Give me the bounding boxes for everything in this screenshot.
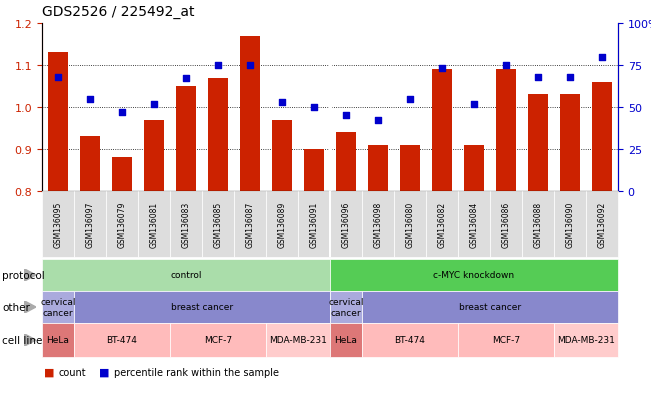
Text: ■: ■ bbox=[100, 367, 110, 377]
Bar bbox=[208, 78, 229, 192]
Bar bbox=[432, 70, 452, 192]
Bar bbox=[336, 133, 356, 192]
Text: MCF-7: MCF-7 bbox=[204, 336, 232, 345]
Bar bbox=[592, 83, 613, 192]
Bar bbox=[464, 145, 484, 192]
Point bbox=[277, 100, 287, 106]
Polygon shape bbox=[24, 301, 36, 313]
Point bbox=[501, 62, 511, 69]
Point bbox=[565, 74, 575, 81]
Point bbox=[597, 54, 607, 61]
Text: control: control bbox=[171, 271, 202, 280]
Bar bbox=[176, 87, 197, 192]
Point bbox=[117, 109, 127, 116]
Point bbox=[340, 113, 351, 119]
Point bbox=[149, 101, 159, 108]
Bar bbox=[400, 145, 421, 192]
Text: GSM136092: GSM136092 bbox=[598, 202, 607, 247]
Bar bbox=[368, 145, 389, 192]
Text: HeLa: HeLa bbox=[335, 336, 357, 345]
Bar bbox=[527, 95, 548, 192]
Text: breast cancer: breast cancer bbox=[459, 303, 521, 312]
Text: GSM136079: GSM136079 bbox=[117, 201, 126, 247]
Point bbox=[245, 62, 255, 69]
Text: BT-474: BT-474 bbox=[107, 336, 137, 345]
Point bbox=[373, 118, 383, 124]
Text: ■: ■ bbox=[44, 367, 55, 377]
Text: other: other bbox=[2, 302, 30, 312]
Polygon shape bbox=[24, 269, 36, 282]
Text: GSM136081: GSM136081 bbox=[150, 202, 158, 247]
Text: GSM136096: GSM136096 bbox=[342, 201, 350, 247]
Text: GSM136089: GSM136089 bbox=[277, 202, 286, 247]
Point bbox=[469, 101, 479, 108]
Text: breast cancer: breast cancer bbox=[171, 303, 233, 312]
Bar bbox=[495, 70, 516, 192]
Point bbox=[85, 96, 95, 103]
Text: GSM136091: GSM136091 bbox=[309, 202, 318, 247]
Text: GDS2526 / 225492_at: GDS2526 / 225492_at bbox=[42, 5, 195, 19]
Text: cervical
cancer: cervical cancer bbox=[40, 298, 76, 317]
Text: cell line: cell line bbox=[2, 335, 42, 345]
Point bbox=[181, 76, 191, 83]
Bar bbox=[111, 158, 132, 192]
Text: GSM136088: GSM136088 bbox=[534, 202, 542, 247]
Text: protocol: protocol bbox=[2, 271, 45, 280]
Text: GSM136095: GSM136095 bbox=[53, 201, 62, 247]
Text: GSM136097: GSM136097 bbox=[85, 201, 94, 247]
Point bbox=[213, 62, 223, 69]
Bar bbox=[560, 95, 581, 192]
Text: GSM136080: GSM136080 bbox=[406, 202, 415, 247]
Point bbox=[533, 74, 543, 81]
Text: GSM136082: GSM136082 bbox=[437, 202, 447, 247]
Text: MCF-7: MCF-7 bbox=[492, 336, 520, 345]
Text: MDA-MB-231: MDA-MB-231 bbox=[269, 336, 327, 345]
Point bbox=[309, 104, 319, 111]
Bar bbox=[48, 53, 68, 192]
Text: GSM136084: GSM136084 bbox=[469, 202, 478, 247]
Point bbox=[53, 74, 63, 81]
Bar bbox=[303, 150, 324, 192]
Text: count: count bbox=[59, 367, 86, 377]
Bar bbox=[79, 137, 100, 192]
Bar bbox=[144, 120, 165, 192]
Polygon shape bbox=[24, 334, 36, 347]
Text: BT-474: BT-474 bbox=[395, 336, 426, 345]
Text: GSM136083: GSM136083 bbox=[182, 202, 191, 247]
Text: GSM136090: GSM136090 bbox=[566, 201, 574, 247]
Point bbox=[437, 66, 447, 73]
Text: percentile rank within the sample: percentile rank within the sample bbox=[114, 367, 279, 377]
Bar bbox=[271, 120, 292, 192]
Text: GSM136098: GSM136098 bbox=[374, 202, 383, 247]
Text: MDA-MB-231: MDA-MB-231 bbox=[557, 336, 615, 345]
Bar bbox=[240, 36, 260, 192]
Text: HeLa: HeLa bbox=[47, 336, 70, 345]
Text: GSM136085: GSM136085 bbox=[214, 202, 223, 247]
Point bbox=[405, 96, 415, 103]
Text: c-MYC knockdown: c-MYC knockdown bbox=[434, 271, 514, 280]
Text: GSM136087: GSM136087 bbox=[245, 202, 255, 247]
Text: GSM136086: GSM136086 bbox=[501, 202, 510, 247]
Text: cervical
cancer: cervical cancer bbox=[328, 298, 364, 317]
